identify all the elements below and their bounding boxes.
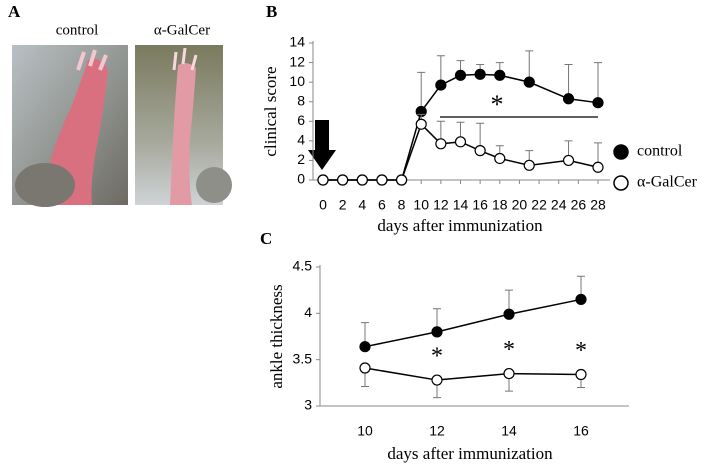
x-tick-label: 28 bbox=[590, 197, 606, 213]
x-tick-label: 4 bbox=[358, 197, 366, 213]
point bbox=[575, 293, 587, 306]
x-tick-label: 14 bbox=[501, 423, 517, 439]
x-tick-label: 8 bbox=[398, 197, 406, 213]
y-tick-label: 14 bbox=[289, 34, 305, 50]
point bbox=[494, 69, 506, 81]
point bbox=[435, 138, 447, 150]
y-tick-label: 4.5 bbox=[293, 258, 313, 274]
annotation: * bbox=[575, 338, 587, 364]
y-axis-label: ankle thickness bbox=[267, 284, 286, 388]
annotation: * bbox=[491, 90, 504, 119]
point bbox=[494, 152, 506, 165]
photo-caption: control bbox=[56, 22, 99, 38]
y-tick-label: 10 bbox=[289, 73, 305, 89]
y-tick-label: 6 bbox=[297, 112, 305, 128]
point bbox=[359, 341, 371, 353]
annotation: * bbox=[503, 337, 515, 363]
point bbox=[415, 118, 427, 130]
legend-marker bbox=[613, 144, 629, 160]
x-axis-label: days after immunization bbox=[387, 444, 553, 463]
y-tick-label: 4 bbox=[304, 304, 312, 320]
x-tick-label: 0 bbox=[319, 197, 327, 213]
x-tick-label: 18 bbox=[492, 197, 508, 213]
point bbox=[592, 161, 604, 173]
arrow bbox=[308, 120, 336, 170]
x-tick-label: 26 bbox=[571, 197, 587, 213]
point bbox=[592, 97, 604, 109]
point bbox=[337, 174, 349, 186]
point bbox=[431, 374, 443, 386]
legend-marker bbox=[613, 175, 629, 191]
point bbox=[474, 68, 486, 80]
x-tick-label: 12 bbox=[433, 197, 449, 213]
photo bbox=[12, 45, 128, 207]
y-axis-label: clinical score bbox=[261, 66, 280, 156]
panel-label: C bbox=[260, 229, 272, 248]
point bbox=[317, 174, 329, 186]
point bbox=[562, 93, 575, 105]
y-tick-label: 4 bbox=[297, 132, 305, 148]
series-line bbox=[364, 298, 582, 348]
point bbox=[359, 362, 371, 374]
y-tick-label: 3 bbox=[304, 397, 312, 413]
point bbox=[454, 136, 467, 148]
point bbox=[356, 174, 368, 186]
series-line bbox=[364, 367, 582, 381]
photo bbox=[135, 45, 232, 206]
x-tick-label: 14 bbox=[453, 197, 469, 213]
annotation: * bbox=[431, 344, 443, 370]
photo-caption: α-GalCer bbox=[154, 22, 210, 38]
x-tick-label: 6 bbox=[378, 197, 386, 213]
error-bar bbox=[417, 71, 426, 112]
point bbox=[474, 145, 486, 157]
y-tick-label: 3.5 bbox=[293, 350, 313, 366]
y-tick-label: 0 bbox=[297, 171, 305, 187]
y-tick-label: 8 bbox=[297, 92, 305, 108]
point bbox=[503, 308, 515, 320]
x-tick-label: 16 bbox=[472, 197, 488, 213]
point bbox=[562, 154, 575, 167]
x-tick-label: 22 bbox=[531, 197, 547, 213]
legend-label: α-GalCer bbox=[637, 174, 698, 191]
point bbox=[435, 79, 447, 91]
point bbox=[454, 69, 467, 81]
x-axis-label: days after immunization bbox=[377, 216, 543, 235]
point bbox=[575, 368, 587, 381]
panel-label: A bbox=[8, 2, 21, 21]
x-tick-label: 12 bbox=[429, 423, 445, 439]
error-bar bbox=[594, 62, 602, 103]
x-tick-label: 10 bbox=[413, 197, 429, 213]
y-tick-label: 2 bbox=[297, 151, 305, 167]
y-tick-label: 12 bbox=[289, 53, 305, 69]
point bbox=[431, 326, 443, 338]
point bbox=[503, 367, 515, 380]
x-tick-label: 2 bbox=[339, 197, 347, 213]
point bbox=[395, 174, 408, 186]
point bbox=[523, 76, 535, 88]
legend-label: control bbox=[637, 143, 683, 160]
x-tick-label: 10 bbox=[357, 423, 373, 439]
x-tick-label: 24 bbox=[551, 197, 567, 213]
x-tick-label: 16 bbox=[573, 423, 589, 439]
point bbox=[376, 174, 388, 186]
point bbox=[523, 159, 535, 171]
error-bar bbox=[564, 64, 573, 99]
x-tick-label: 20 bbox=[512, 197, 528, 213]
panel-label: B bbox=[266, 2, 277, 21]
